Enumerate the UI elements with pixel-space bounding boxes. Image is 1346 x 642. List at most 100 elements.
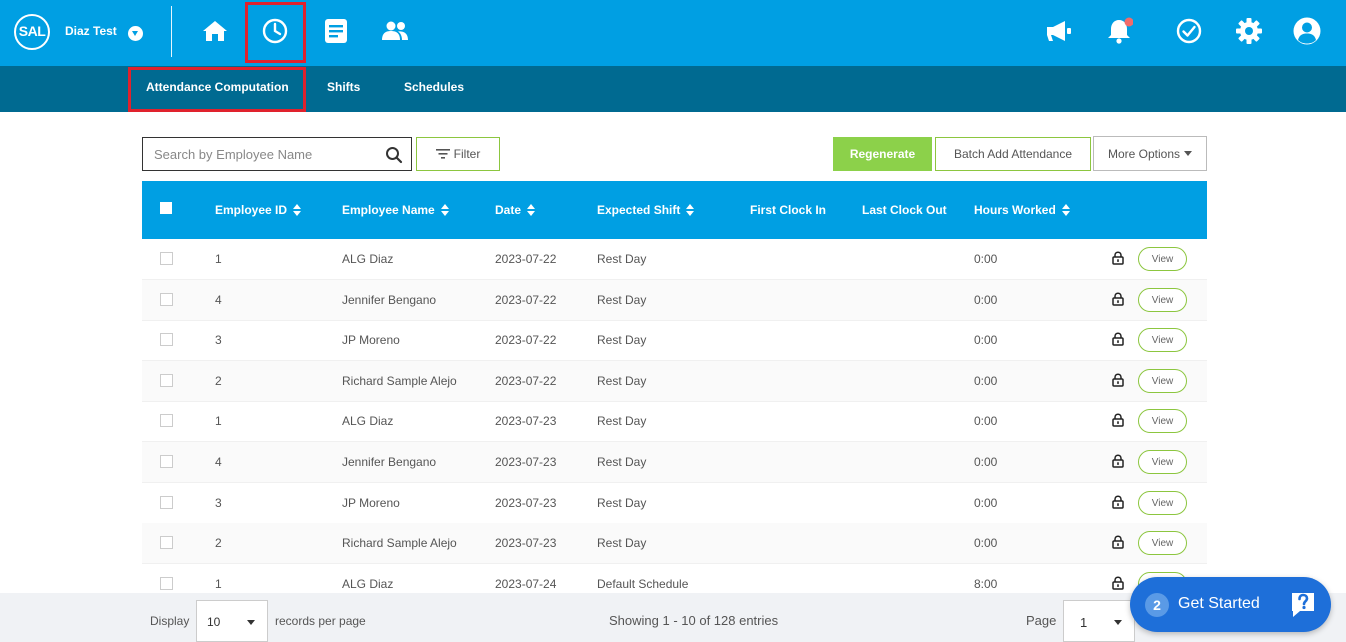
page-select[interactable]: 1 (1063, 600, 1135, 642)
clock-icon[interactable] (260, 16, 290, 46)
column-expected-shift[interactable]: Expected Shift (597, 203, 695, 217)
search-icon[interactable] (385, 146, 403, 164)
get-started-label: Get Started (1178, 595, 1260, 612)
table-row: 3 JP Moreno 2023-07-23 Rest Day 0:00 View (142, 483, 1207, 524)
regenerate-button[interactable]: Regenerate (833, 137, 932, 171)
cell-employee-id: 1 (215, 577, 222, 591)
more-options-label: More Options (1107, 146, 1181, 161)
home-icon[interactable] (200, 16, 230, 46)
row-checkbox[interactable] (160, 414, 173, 427)
cell-employee-name: Jennifer Bengano (342, 455, 437, 469)
people-icon[interactable] (380, 16, 410, 46)
cell-date: 2023-07-22 (495, 333, 557, 347)
lock-icon[interactable] (1112, 535, 1124, 549)
view-button[interactable]: View (1138, 491, 1187, 515)
row-checkbox[interactable] (160, 252, 173, 265)
row-checkbox[interactable] (160, 536, 173, 549)
sort-icon[interactable] (293, 203, 302, 217)
table-row: 3 JP Moreno 2023-07-22 Rest Day 0:00 View (142, 320, 1207, 361)
page-label: Page (1026, 613, 1057, 628)
cell-expected-shift: Rest Day (597, 374, 647, 388)
cell-employee-name: JP Moreno (342, 333, 400, 347)
megaphone-icon[interactable] (1044, 16, 1074, 46)
sort-icon[interactable] (1061, 203, 1071, 217)
batch-add-attendance-button[interactable]: Batch Add Attendance (935, 137, 1091, 171)
cell-employee-name: Jennifer Bengano (342, 293, 437, 307)
lock-icon[interactable] (1112, 576, 1124, 590)
select-all-checkbox[interactable] (160, 202, 172, 214)
view-button[interactable]: View (1138, 450, 1187, 474)
company-name[interactable]: Diaz Test (65, 24, 117, 38)
cell-employee-id: 2 (215, 536, 222, 550)
cell-hours-worked: 0:00 (974, 293, 998, 307)
cell-hours-worked: 8:00 (974, 577, 998, 591)
view-button[interactable]: View (1138, 369, 1187, 393)
cell-expected-shift: Default Schedule (597, 577, 689, 591)
attendance-tab-highlight-box (128, 67, 306, 112)
get-started-count-badge: 2 (1145, 593, 1169, 617)
top-navbar: SAL Diaz Test (0, 0, 1346, 66)
cell-employee-id: 4 (215, 293, 222, 307)
get-started-button[interactable]: 2 Get Started (1130, 577, 1331, 632)
records-per-page-label: records per page (275, 614, 366, 628)
gear-icon[interactable] (1234, 16, 1264, 46)
row-checkbox[interactable] (160, 496, 173, 509)
cell-date: 2023-07-22 (495, 374, 557, 388)
cell-expected-shift: Rest Day (597, 333, 647, 347)
table-row: 1 ALG Diaz 2023-07-23 Rest Day 0:00 View (142, 401, 1207, 442)
tab-schedules[interactable]: Schedules (404, 80, 465, 94)
sort-icon[interactable] (686, 203, 695, 217)
row-checkbox[interactable] (160, 577, 173, 590)
more-options-button[interactable]: More Options (1093, 136, 1207, 171)
cell-date: 2023-07-22 (495, 252, 557, 266)
row-checkbox[interactable] (160, 333, 173, 346)
view-button[interactable]: View (1138, 531, 1187, 555)
lock-icon[interactable] (1112, 332, 1124, 346)
view-button[interactable]: View (1138, 409, 1187, 433)
cell-hours-worked: 0:00 (974, 496, 998, 510)
table-row: 2 Richard Sample Alejo 2023-07-22 Rest Day 0… (142, 361, 1207, 402)
sal-logo[interactable]: SAL (14, 14, 50, 50)
lock-icon[interactable] (1112, 454, 1124, 468)
view-button[interactable]: View (1138, 247, 1187, 271)
column-date[interactable]: Date (495, 203, 536, 217)
lock-icon[interactable] (1112, 413, 1124, 427)
cell-expected-shift: Rest Day (597, 496, 647, 510)
records-per-page-select[interactable]: 10 (196, 600, 268, 642)
lock-icon[interactable] (1112, 495, 1124, 509)
navbar-divider (171, 6, 172, 57)
user-icon[interactable] (1292, 16, 1322, 46)
row-checkbox[interactable] (160, 455, 173, 468)
sort-icon[interactable] (440, 203, 450, 217)
bell-icon[interactable] (1104, 16, 1134, 46)
tab-attendance-computation[interactable]: Attendance Computation (146, 80, 289, 94)
view-button[interactable]: View (1138, 328, 1187, 352)
cell-expected-shift: Rest Day (597, 293, 647, 307)
column-employee-name[interactable]: Employee Name (342, 203, 450, 217)
document-icon[interactable] (321, 16, 351, 46)
row-checkbox[interactable] (160, 374, 173, 387)
company-dropdown-icon[interactable] (128, 26, 143, 41)
check-circle-icon[interactable] (1174, 16, 1204, 46)
lock-icon[interactable] (1112, 292, 1124, 306)
filter-button[interactable]: Filter (416, 137, 500, 171)
sort-icon[interactable] (527, 203, 536, 217)
lock-icon[interactable] (1112, 251, 1124, 265)
cell-hours-worked: 0:00 (974, 536, 998, 550)
page-value: 1 (1080, 615, 1088, 630)
tab-shifts[interactable]: Shifts (327, 80, 361, 94)
cell-employee-id: 2 (215, 374, 222, 388)
cell-employee-id: 3 (215, 333, 222, 347)
lock-icon[interactable] (1112, 373, 1124, 387)
clock-highlight-box (245, 2, 306, 63)
filter-icon (435, 149, 450, 159)
search-input[interactable] (143, 138, 373, 170)
row-checkbox[interactable] (160, 293, 173, 306)
column-hours-worked[interactable]: Hours Worked (974, 203, 1071, 217)
column-employee-id[interactable]: Employee ID (215, 203, 302, 217)
cell-employee-id: 1 (215, 252, 222, 266)
view-button[interactable]: View (1138, 288, 1187, 312)
cell-employee-name: Richard Sample Alejo (342, 536, 457, 550)
showing-entries-text: Showing 1 - 10 of 128 entries (609, 613, 779, 628)
cell-hours-worked: 0:00 (974, 252, 998, 266)
